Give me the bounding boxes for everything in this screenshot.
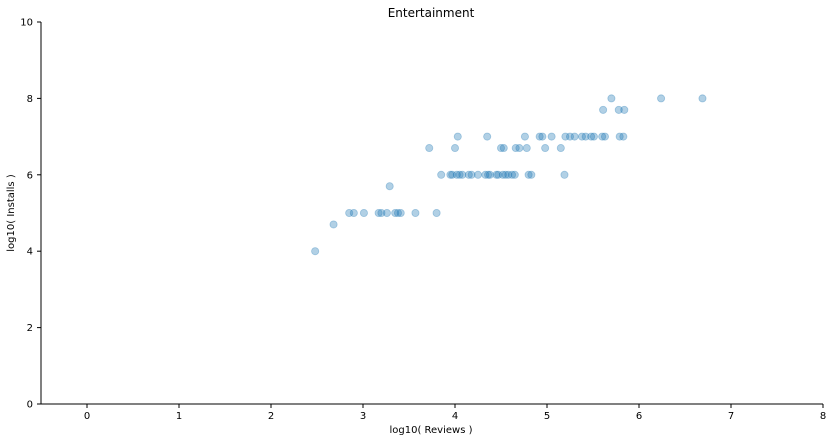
x-axis-label: log10( Reviews ) bbox=[389, 425, 472, 436]
data-point bbox=[527, 170, 536, 179]
data-point bbox=[411, 208, 420, 217]
data-point bbox=[329, 220, 338, 229]
data-point bbox=[453, 132, 462, 141]
axes bbox=[40, 22, 823, 405]
data-point bbox=[511, 144, 520, 153]
data-point bbox=[515, 144, 524, 153]
x-tick-label: 7 bbox=[728, 411, 734, 422]
data-point bbox=[349, 208, 358, 217]
data-point bbox=[600, 132, 609, 141]
x-tick-label: 1 bbox=[176, 411, 182, 422]
data-point bbox=[598, 132, 607, 141]
data-point bbox=[484, 170, 493, 179]
data-point bbox=[393, 208, 402, 217]
data-point bbox=[561, 132, 570, 141]
data-point bbox=[657, 94, 666, 103]
data-point bbox=[520, 132, 529, 141]
y-tick-label: 6 bbox=[27, 170, 33, 181]
x-tick-label: 6 bbox=[636, 411, 642, 422]
data-point bbox=[566, 132, 575, 141]
data-point bbox=[455, 170, 464, 179]
data-point bbox=[345, 208, 354, 217]
x-tick-label: 4 bbox=[452, 411, 458, 422]
data-point bbox=[599, 105, 608, 114]
data-point bbox=[425, 144, 434, 153]
data-point bbox=[448, 170, 457, 179]
data-point bbox=[538, 132, 547, 141]
data-point bbox=[432, 208, 441, 217]
data-point bbox=[587, 132, 596, 141]
data-point bbox=[499, 144, 508, 153]
data-point bbox=[570, 132, 579, 141]
data-point bbox=[577, 132, 586, 141]
data-point bbox=[396, 208, 405, 217]
data-point bbox=[359, 208, 368, 217]
data-point bbox=[481, 170, 490, 179]
x-tick-label: 8 bbox=[820, 411, 826, 422]
data-point bbox=[504, 170, 513, 179]
y-tick-label: 2 bbox=[27, 323, 33, 334]
data-point bbox=[377, 208, 386, 217]
data-point bbox=[382, 208, 391, 217]
data-point bbox=[494, 170, 503, 179]
data-point bbox=[698, 94, 707, 103]
data-point bbox=[446, 170, 455, 179]
y-tick-label: 10 bbox=[20, 18, 33, 29]
data-point bbox=[437, 170, 446, 179]
x-tick-label: 2 bbox=[268, 411, 274, 422]
data-point bbox=[510, 170, 519, 179]
x-tick-label: 0 bbox=[84, 411, 90, 422]
y-tick-label: 0 bbox=[27, 400, 33, 411]
tick-marks: 0 1 2 3 4 5 6 7 8 0 2 4 6 8 10 bbox=[20, 18, 826, 423]
data-point bbox=[620, 105, 629, 114]
x-tick-label: 3 bbox=[360, 411, 366, 422]
data-point bbox=[541, 144, 550, 153]
data-point bbox=[311, 247, 320, 256]
data-point bbox=[496, 144, 505, 153]
data-point bbox=[483, 132, 492, 141]
data-point bbox=[374, 208, 383, 217]
data-point bbox=[458, 170, 467, 179]
data-point bbox=[498, 170, 507, 179]
data-point bbox=[524, 170, 533, 179]
data-point bbox=[535, 132, 544, 141]
data-point bbox=[560, 170, 569, 179]
data-point bbox=[556, 144, 565, 153]
data-point bbox=[501, 170, 510, 179]
data-point bbox=[615, 132, 624, 141]
data-point bbox=[452, 170, 461, 179]
data-point bbox=[508, 170, 517, 179]
x-tick-label: 5 bbox=[544, 411, 550, 422]
data-point bbox=[485, 170, 494, 179]
data-point bbox=[614, 105, 623, 114]
data-point bbox=[385, 182, 394, 191]
data-point bbox=[589, 132, 598, 141]
data-point bbox=[619, 132, 628, 141]
data-point bbox=[473, 170, 482, 179]
data-point bbox=[467, 170, 476, 179]
data-point bbox=[492, 170, 501, 179]
data-point bbox=[450, 144, 459, 153]
y-tick-label: 4 bbox=[27, 247, 33, 258]
data-points bbox=[311, 94, 707, 256]
data-point bbox=[391, 208, 400, 217]
chart-title: Entertainment bbox=[388, 6, 475, 20]
data-point bbox=[581, 132, 590, 141]
data-point bbox=[522, 144, 531, 153]
data-point bbox=[607, 94, 616, 103]
y-tick-label: 8 bbox=[27, 94, 33, 105]
y-axis-label: log10( Installs ) bbox=[6, 174, 17, 252]
data-point bbox=[464, 170, 473, 179]
data-point bbox=[547, 132, 556, 141]
